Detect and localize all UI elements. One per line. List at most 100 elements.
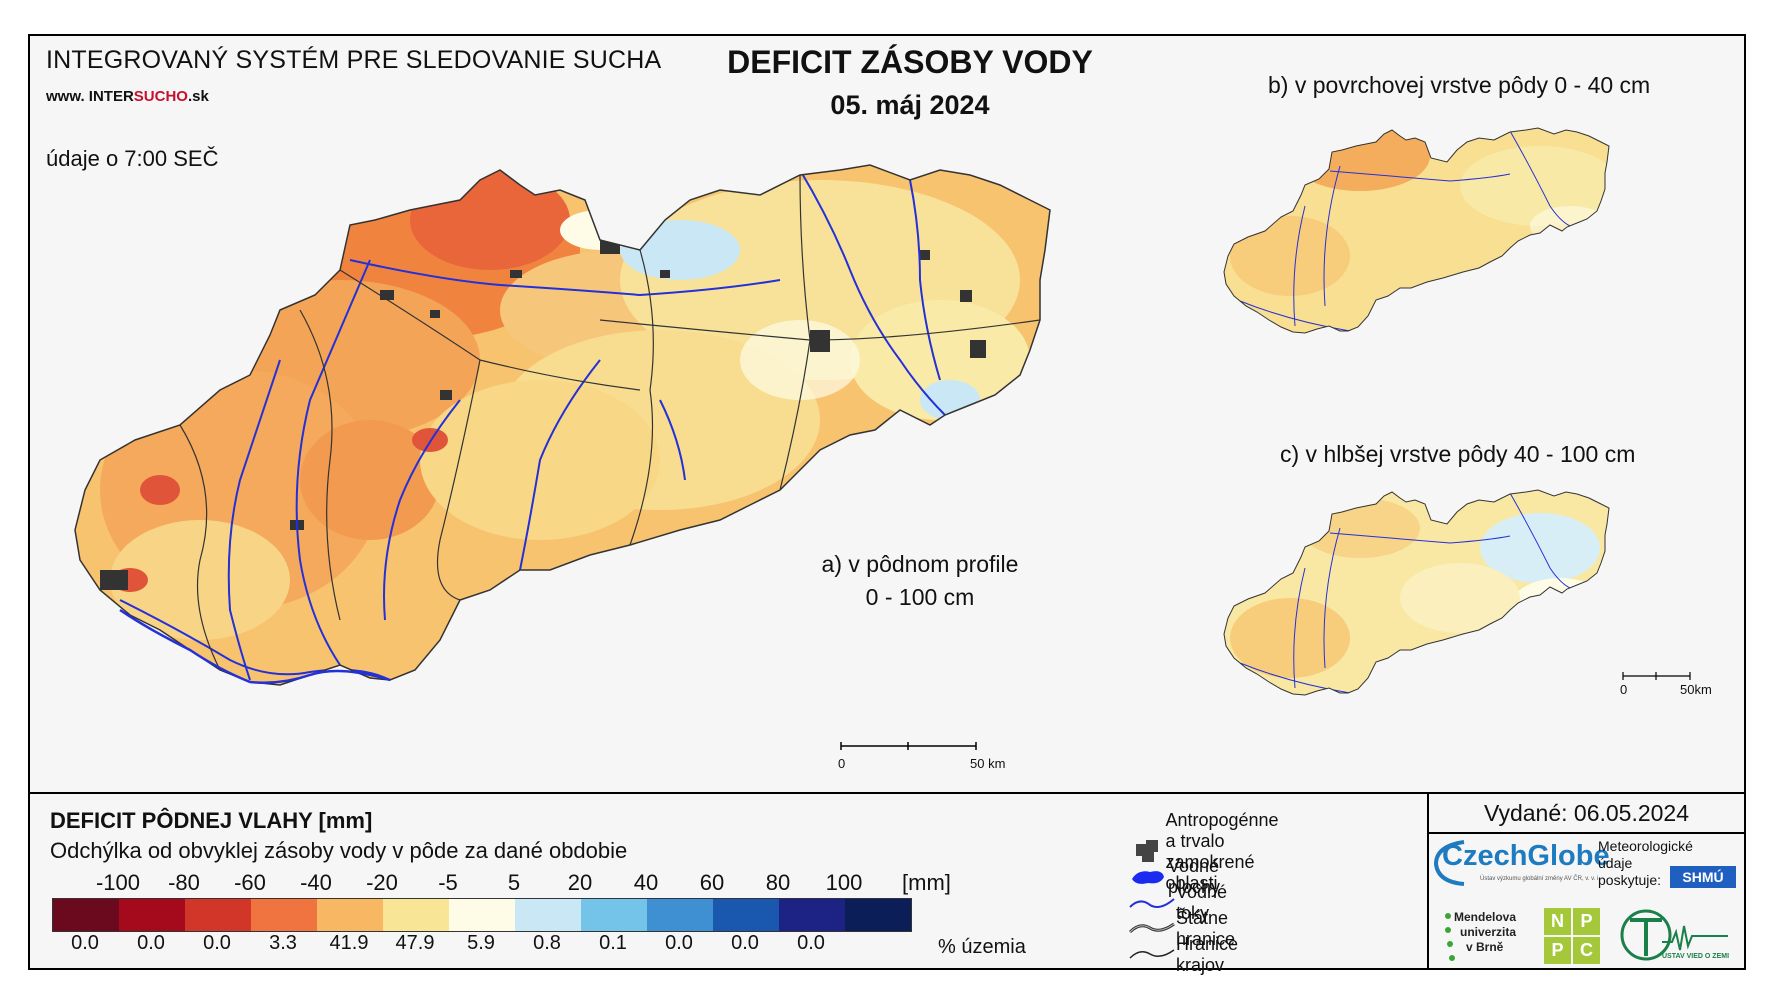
shmu-logo: SHMÚ — [1670, 866, 1736, 888]
legend-color-swatch — [383, 899, 449, 931]
legend-urban-line1: Antropogénne a trvalo — [1165, 810, 1279, 851]
legend-colorbar — [52, 898, 912, 932]
legend-tick: 5 — [507, 870, 521, 895]
website-accent: SUCHO — [133, 88, 188, 105]
legend-color-swatch — [251, 899, 317, 931]
legend-item-urban: Antropogénne a trvalo zamokrené oblasti — [1128, 810, 1293, 894]
legend-color-swatch — [119, 899, 185, 931]
legend-item-state-border: Štátne hranice — [1128, 908, 1239, 950]
nppc-letter: N — [1544, 908, 1571, 935]
nppc-letter: P — [1544, 937, 1571, 964]
legend-percentage: 5.9 — [467, 932, 495, 954]
legend-subtitle: Odchýlka od obvyklej zásoby vody v pôde … — [50, 838, 628, 863]
meteo-line2: údaje — [1598, 855, 1633, 871]
scale-small-end: 50km — [1680, 682, 1712, 697]
legend-tick: -60 — [234, 870, 266, 895]
legend-percentage: 0.0 — [137, 932, 165, 954]
meteo-line3: poskytuje: — [1598, 872, 1662, 888]
legend-color-swatch — [185, 899, 251, 931]
legend-tick: 100 — [825, 870, 863, 895]
map-a-label: a) v pôdnom profile 0 - 100 cm — [790, 548, 1050, 614]
legend-percentage: 0.0 — [203, 932, 231, 954]
system-name: INTEGROVANÝ SYSTÉM PRE SLEDOVANIE SUCHA — [46, 46, 662, 74]
map-a-label-line1: a) v pôdnom profile — [821, 551, 1019, 577]
mendel-dots-icon — [1445, 913, 1455, 961]
percent-label: % územia — [938, 936, 1026, 958]
meteo-provider-note: Meteorologické údaje poskytuje: — [1598, 838, 1693, 889]
map-b-label: b) v povrchovej vrstve pôdy 0 - 40 cm — [1268, 72, 1651, 98]
river-icon — [1129, 898, 1175, 908]
legend-color-swatch — [713, 899, 779, 931]
legend-region-border-label: Hranice krajov — [1176, 934, 1239, 975]
map-title: DEFICIT ZÁSOBY VODY — [727, 44, 1093, 80]
legend-panel — [28, 792, 1746, 970]
legend-tick: -40 — [300, 870, 332, 895]
mendel-line2: univerzita — [1460, 925, 1517, 939]
legend-tick: 20 — [567, 870, 593, 895]
legend-state-border-label: Štátne hranice — [1176, 908, 1236, 949]
map-a-label-line2: 0 - 100 cm — [865, 584, 975, 610]
mendel-university-logo: Mendelova univerzita v Brně — [1454, 910, 1516, 955]
legend-percentage: 47.9 — [395, 932, 435, 954]
nppc-letter: C — [1573, 937, 1600, 964]
nppc-logo: N P P C — [1544, 908, 1600, 964]
legend-rivers-label: Vodné toky — [1176, 882, 1228, 923]
scale-bar-small — [1622, 672, 1691, 680]
legend-color-swatch — [647, 899, 713, 931]
legend-color-swatch — [779, 899, 845, 931]
urban-area-icon — [1135, 840, 1158, 862]
legend-title: DEFICIT PÔDNEJ VLAHY [mm] — [50, 808, 373, 833]
legend-color-swatch — [317, 899, 383, 931]
website-prefix: www. INTER — [46, 88, 134, 105]
legend-percentage: 0.0 — [665, 932, 693, 954]
legend-item-rivers: Vodné toky — [1128, 882, 1231, 924]
legend-percentage: 0.0 — [797, 932, 825, 954]
water-body-icon — [1132, 871, 1164, 884]
legend-item-region-border: Hranice krajov — [1128, 934, 1242, 976]
legend-percentage: 41.9 — [329, 932, 369, 954]
legend-percentage: 3.3 — [269, 932, 297, 954]
map-b-topsoil — [1223, 127, 1610, 334]
scale-small-start: 0 — [1620, 682, 1628, 697]
data-time-note: údaje o 7:00 SEČ — [46, 146, 219, 171]
uvz-logo: ÚSTAV VIED O ZEMI — [1620, 909, 1729, 961]
map-date: 05. máj 2024 — [830, 90, 990, 120]
website-link[interactable]: www. INTERSUCHO.sk — [46, 88, 209, 105]
legend-item-water: Vodné plochy — [1128, 856, 1232, 898]
meteo-line1: Meteorologické — [1598, 838, 1693, 854]
czechglobe-logo-icon — [1433, 840, 1465, 886]
legend-tick: 80 — [765, 870, 791, 895]
scale-main-end: 50 km — [970, 756, 1006, 771]
map-c-subsoil — [1223, 489, 1610, 696]
legend-color-swatch — [449, 899, 515, 931]
region-border-icon — [1129, 949, 1175, 959]
issued-date: Vydané: 06.05.2024 — [1483, 800, 1690, 826]
legend-color-swatch — [845, 899, 911, 931]
legend-tick: -5 — [438, 870, 458, 895]
map-main-slovakia — [74, 164, 1051, 686]
legend-color-swatch — [515, 899, 581, 931]
legend-color-swatch — [581, 899, 647, 931]
legend-color-swatch — [53, 899, 119, 931]
legend-percentage: 0.0 — [71, 932, 99, 954]
issued-panel — [1427, 792, 1746, 970]
mendel-line1: Mendelova — [1454, 910, 1517, 924]
issued-divider — [1427, 832, 1746, 834]
legend-tick: 40 — [633, 870, 659, 895]
legend-percentage: 0.1 — [599, 932, 627, 954]
legend-percentage: 0.0 — [731, 932, 759, 954]
nppc-letter: P — [1573, 908, 1600, 935]
legend-water-label: Vodné plochy — [1168, 856, 1221, 897]
legend-ticks: -100 -80 -60 -40 -20 -5 5 20 40 60 80 10… — [52, 870, 952, 898]
legend-tick: 60 — [699, 870, 725, 895]
czechglobe-subtitle: Ústav výzkumu globální změny AV ČR, v. v… — [1480, 876, 1601, 882]
map-c-label: c) v hlbšej vrstve pôdy 40 - 100 cm — [1280, 441, 1636, 467]
legend-urban-line2: zamokrené oblasti — [1165, 852, 1255, 893]
website-suffix: .sk — [187, 88, 209, 105]
legend-percentage: 0.8 — [533, 932, 561, 954]
state-border-icon — [1128, 922, 1175, 934]
mendel-line3: v Brně — [1466, 940, 1504, 954]
legend-unit: [mm] — [902, 870, 951, 895]
legend-tick: -100 — [95, 870, 141, 895]
legend-tick: -80 — [168, 870, 200, 895]
